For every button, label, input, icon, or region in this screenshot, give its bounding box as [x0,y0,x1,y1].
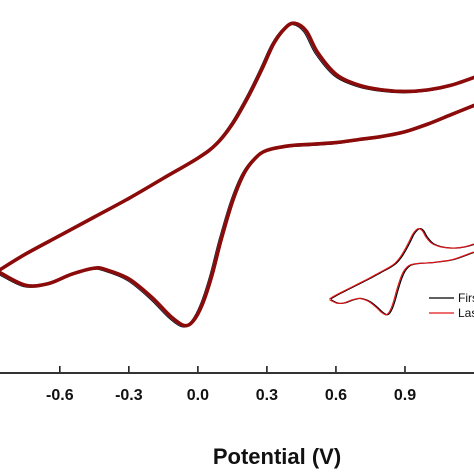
cv-scan-3-reverse [0,104,474,327]
inset-last-reverse [329,251,474,316]
plot-frame [0,372,474,374]
cv-scan-4-forward [0,21,474,271]
cv-scan-5-forward [0,21,474,271]
inset: First Last [329,228,474,320]
x-tick-label-2: -0.3 [115,387,143,404]
cv-scan-2-reverse [0,104,474,328]
main-series-group [0,21,474,328]
x-axis-title: Potential (V) [213,444,341,469]
inset-last-forward [329,228,474,300]
cv-scan-6-forward [0,21,474,272]
x-tick-label-6: 0.9 [394,387,416,404]
inset-legend: First Last [429,291,474,320]
cv-scan-5-reverse [0,104,474,327]
cv-scan-4-reverse [0,104,474,327]
x-tick-label-5: 0.6 [325,387,347,404]
x-tick-label-1: -0.6 [46,387,74,404]
cv-scan-2-forward [0,22,474,271]
legend-label-first: First [458,291,474,305]
cv-scan-1-forward [0,22,474,271]
inset-first-reverse [330,251,474,316]
x-tick-label-3: 0.0 [187,387,209,404]
cv-scan-1-reverse [0,105,474,328]
x-ticks-group: -0.6 -0.3 0.0 0.3 0.6 0.9 [46,366,416,404]
x-tick-label-4: 0.3 [256,387,278,404]
inset-first-forward [330,228,474,300]
inset-series-group [329,228,474,316]
legend-label-last: Last [458,306,474,320]
cv-scan-3-forward [0,22,474,271]
cv-scan-6-reverse [0,103,474,328]
